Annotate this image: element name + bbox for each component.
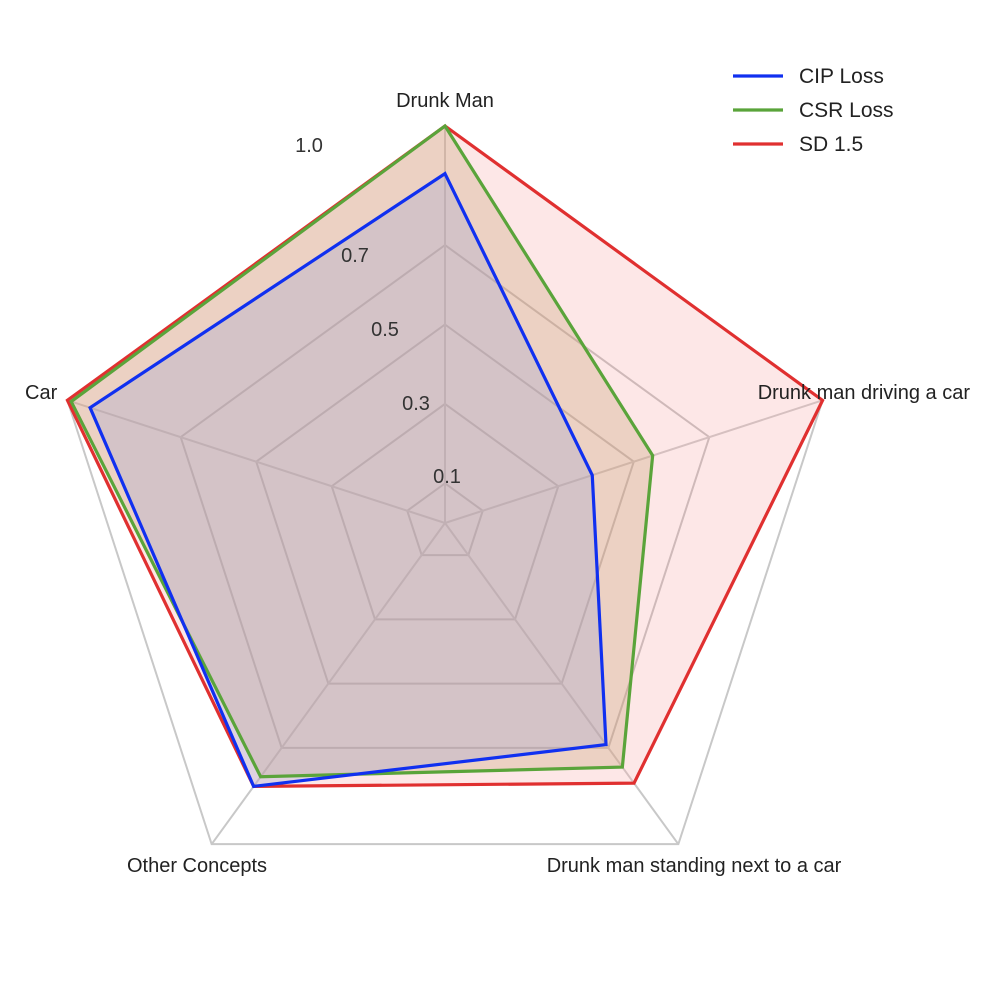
- area-cip-loss: [90, 173, 607, 787]
- category-label-drunk-man-standing-next-to-a-car: Drunk man standing next to a car: [547, 855, 842, 877]
- spoke-drunk-man-standing-next-to-a-car: [444, 522, 680, 845]
- tick-label: 0.7: [341, 245, 369, 267]
- category-labels: Drunk Man Drunk man driving a car Drunk ma…: [25, 90, 970, 877]
- area-csr-loss: [71, 126, 653, 777]
- grid-ring-2: [330, 402, 560, 621]
- category-label-drunk-man: Drunk Man: [396, 90, 494, 112]
- series-lines: [65, 123, 825, 789]
- category-label-other-concepts: Other Concepts: [127, 855, 267, 877]
- category-label-car: Car: [25, 382, 58, 404]
- grid-ring-1: [406, 482, 484, 557]
- line-sd-1-5: [65, 124, 825, 788]
- area-sd-1-5: [67, 126, 823, 787]
- grid-ring-4: [179, 243, 711, 749]
- spoke-drunk-man-driving-a-car: [444, 399, 823, 524]
- spoke-other-concepts: [210, 522, 446, 845]
- grid-ring-3: [255, 323, 635, 685]
- category-label-drunk-man-driving-a-car: Drunk man driving a car: [758, 382, 971, 404]
- tick-label: 0.1: [433, 466, 461, 488]
- line-cip-loss: [88, 171, 608, 789]
- legend-label-cip-loss: CIP Loss: [799, 65, 884, 88]
- tick-label: 0.3: [402, 393, 430, 415]
- radial-tick-labels: 0.1 0.3 0.5 0.7 1.0: [295, 135, 461, 488]
- series-areas: [67, 126, 823, 787]
- radar-spokes: [67, 126, 823, 845]
- legend-label-csr-loss: CSR Loss: [799, 99, 894, 122]
- legend: CIP Loss CSR Loss SD 1.5: [733, 65, 894, 156]
- legend-label-sd-1-5: SD 1.5: [799, 133, 863, 156]
- tick-label: 0.5: [371, 319, 399, 341]
- tick-label: 1.0: [295, 135, 323, 157]
- spoke-car: [67, 399, 446, 524]
- line-csr-loss: [69, 123, 655, 779]
